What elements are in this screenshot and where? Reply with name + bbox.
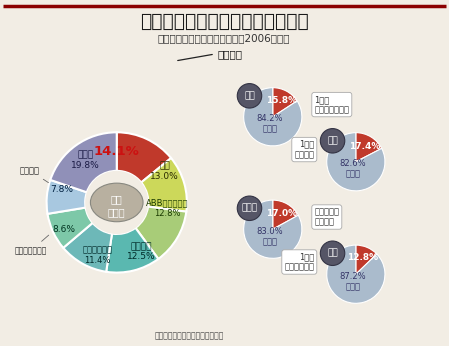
Wedge shape [63,223,112,272]
Text: 安川電機: 安川電機 [218,49,243,59]
Wedge shape [47,180,87,214]
Text: 82.6%
その他: 82.6% その他 [339,159,366,179]
Text: 84.2%
その他: 84.2% その他 [257,114,283,134]
Text: 8.6%: 8.6% [53,225,75,234]
Text: シェア: シェア [108,207,126,217]
Wedge shape [48,208,92,248]
Text: 17.0%: 17.0% [266,209,298,218]
Text: 12.8%: 12.8% [348,253,379,262]
Circle shape [320,241,345,265]
Text: （注）金額ベース、東洋経済調べ: （注）金額ベース、東洋経済調べ [155,331,224,340]
Text: 日本: 日本 [327,136,338,145]
Text: 1位は
三菱電機: 1位は 三菱電機 [294,140,314,159]
Circle shape [320,129,345,153]
Wedge shape [244,200,302,258]
Text: 15.8%: 15.8% [266,97,297,106]
Text: 欧州: 欧州 [327,249,338,258]
Text: 独シーメンス
11.4%: 独シーメンス 11.4% [82,245,112,265]
Text: 14.1%: 14.1% [94,145,140,158]
Wedge shape [356,245,377,274]
Text: 87.2%
その他: 87.2% その他 [339,272,366,291]
Wedge shape [327,133,385,191]
Text: 1位は
米ロックウェル: 1位は 米ロックウェル [314,95,349,114]
Text: アジア: アジア [242,204,258,213]
Text: 83.0%
その他: 83.0% その他 [256,227,283,246]
Wedge shape [327,245,385,303]
Circle shape [237,196,262,220]
Wedge shape [356,133,382,162]
Text: 7.8%: 7.8% [51,185,74,194]
Wedge shape [117,132,171,182]
Text: 17.4%: 17.4% [349,142,381,151]
Circle shape [237,84,262,108]
Wedge shape [273,200,298,229]
Text: 東芝
13.0%: 東芝 13.0% [150,161,179,181]
Text: 1位は
独シーメンス: 1位は 独シーメンス [284,252,314,272]
Wedge shape [106,228,158,273]
Text: 富士電機: 富士電機 [20,166,48,183]
Text: 三菱電機
12.5%: 三菱電機 12.5% [127,242,156,261]
Text: 世界: 世界 [111,195,123,204]
Wedge shape [141,158,187,212]
Circle shape [85,171,148,234]
Wedge shape [136,207,186,259]
Text: ABB（スイス）
12.8%: ABB（スイス） 12.8% [146,198,189,218]
Text: その他
19.8%: その他 19.8% [71,151,100,170]
Text: 世界各地で満遂なくシェアを稼ぐ: 世界各地で満遂なくシェアを稼ぐ [140,11,308,30]
Ellipse shape [90,183,143,222]
Text: 米ロックウェル: 米ロックウェル [15,235,48,255]
Wedge shape [273,88,297,117]
Text: 競争激しく
首位混沌: 競争激しく 首位混沌 [314,207,339,227]
Wedge shape [50,132,117,192]
Wedge shape [244,88,302,146]
Text: 米国: 米国 [244,91,255,100]
Text: －インバーターの売上シェア（2006年）－: －インバーターの売上シェア（2006年）－ [158,33,290,43]
